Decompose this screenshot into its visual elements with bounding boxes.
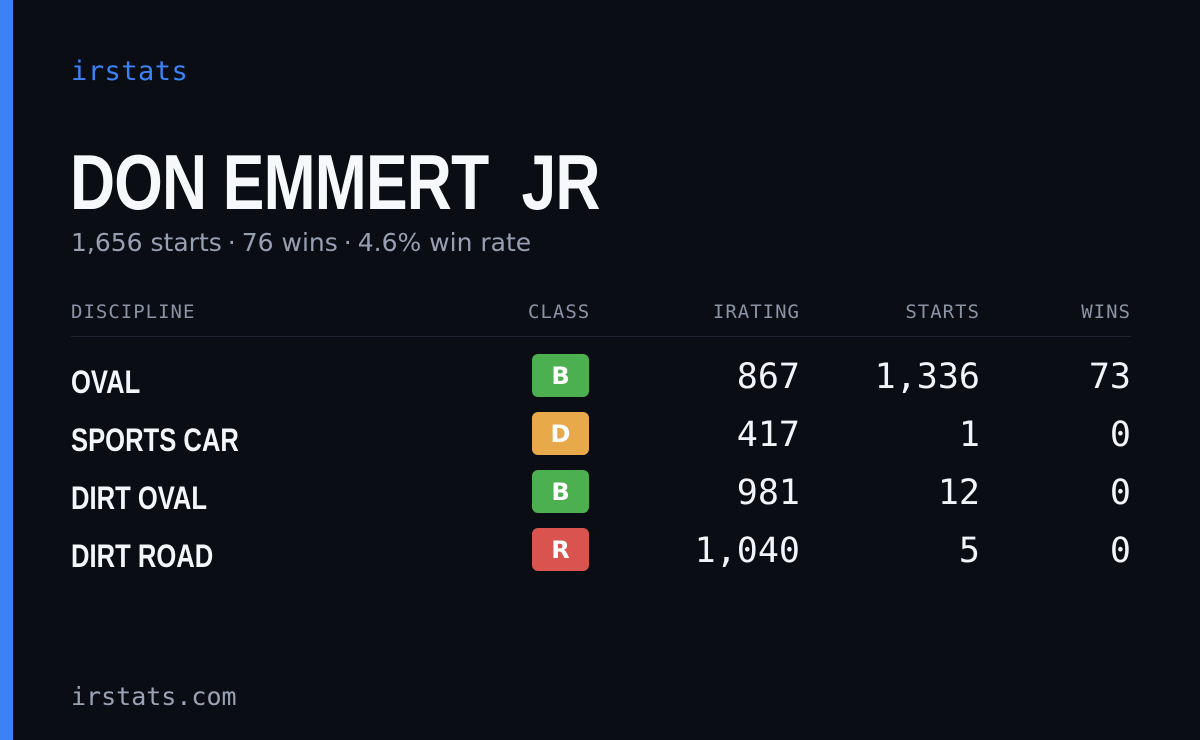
starts-value: 5 [958,531,980,571]
starts-value: 1,336 [874,357,980,397]
irating-value: 1,040 [694,531,800,571]
table-row: DIRT ROAD R 1,040 5 0 [71,528,1131,586]
header-wins: WINS [1081,301,1131,323]
starts-value: 12 [937,473,980,513]
table-row: SPORTS CAR D 417 1 0 [71,412,1131,470]
irating-value: 981 [736,473,800,513]
header-irating: IRATING [712,301,800,323]
class-badge: R [532,528,589,571]
summary-separator: · [343,228,352,257]
irating-value: 867 [736,357,800,397]
summary-wins: 76 wins [241,228,338,257]
class-badge: B [532,470,589,513]
footer-url: irstats.com [71,682,237,711]
player-name: DON EMMERT JR [70,138,600,226]
brand-logo: irstats [71,56,189,87]
wins-value: 0 [1109,415,1131,455]
table-header: DISCIPLINE CLASS IRATING STARTS WINS [71,296,1131,337]
irating-value: 417 [736,415,800,455]
accent-bar [0,0,13,740]
discipline-name: OVAL [71,364,141,400]
class-badge: D [532,412,589,455]
summary-win-rate: 4.6% win rate [357,228,532,257]
player-summary: 1,656 starts · 76 wins · 4.6% win rate [71,228,531,257]
discipline-name: DIRT OVAL [71,480,208,516]
table-body: OVAL B 867 1,336 73 SPORTS CAR D 417 1 0… [71,337,1131,586]
summary-separator: · [227,228,236,257]
starts-value: 1 [958,415,980,455]
header-discipline: DISCIPLINE [71,301,196,323]
discipline-name: DIRT ROAD [71,538,214,574]
discipline-name: SPORTS CAR [71,422,239,458]
table-row: OVAL B 867 1,336 73 [71,354,1131,412]
class-badge: B [532,354,589,397]
wins-value: 0 [1109,473,1131,513]
discipline-stats-table: DISCIPLINE CLASS IRATING STARTS WINS OVA… [71,296,1131,586]
header-class: CLASS [528,301,591,323]
wins-value: 73 [1088,357,1131,397]
wins-value: 0 [1109,531,1131,571]
summary-starts: 1,656 starts [71,228,222,257]
header-starts: STARTS [905,301,980,323]
table-row: DIRT OVAL B 981 12 0 [71,470,1131,528]
